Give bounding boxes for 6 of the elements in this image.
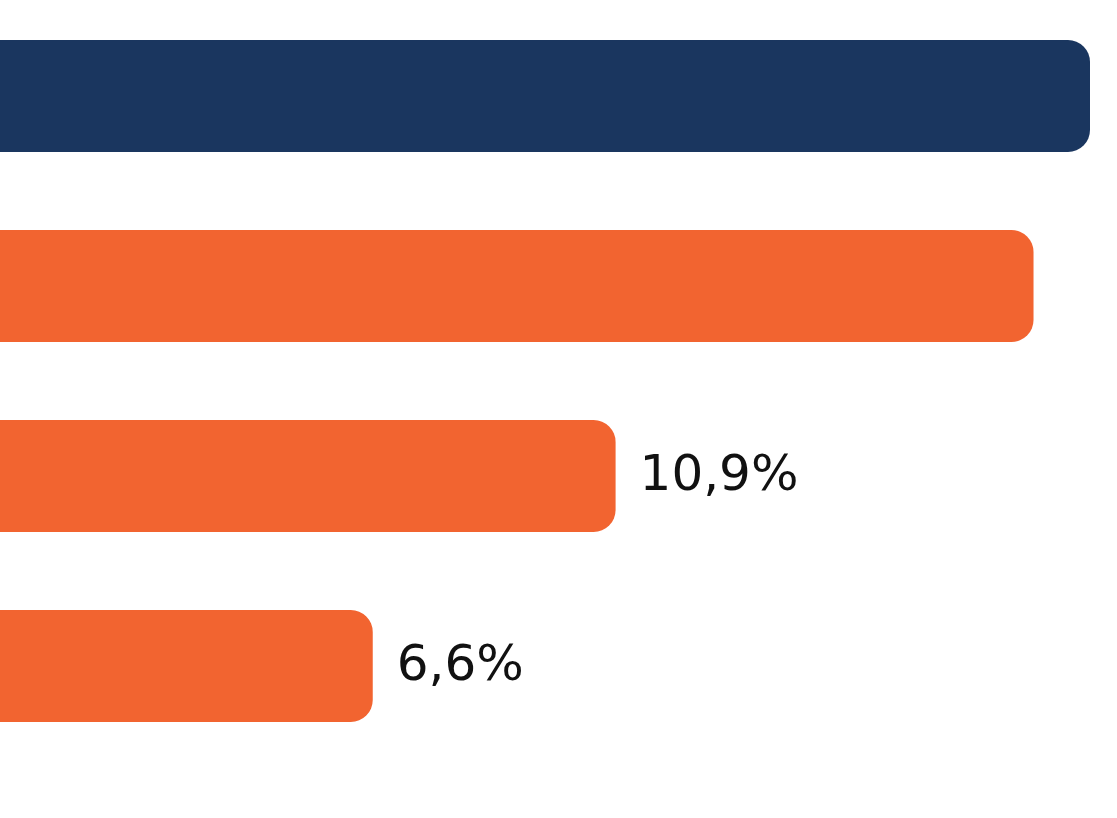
data-label: 10,9% [639, 443, 799, 502]
bar [0, 610, 373, 722]
data-label: 6,6% [396, 633, 524, 692]
bar [0, 40, 1090, 152]
bar [0, 230, 1034, 342]
bar [0, 420, 616, 532]
